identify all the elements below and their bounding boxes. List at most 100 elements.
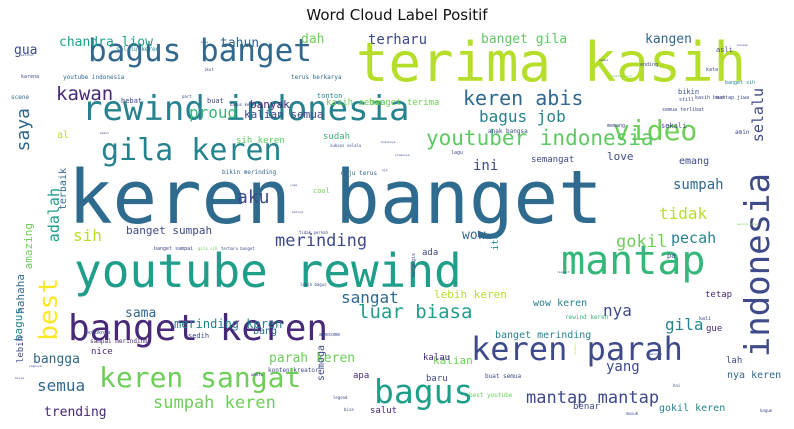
cloud-word: bagus — [374, 372, 474, 411]
cloud-word: keren abis — [463, 86, 584, 110]
cloud-word: buat — [207, 97, 224, 105]
cloud-word: terus berkarya — [291, 74, 342, 81]
cloud-word: miss — [201, 40, 209, 44]
cloud-word: kali — [699, 316, 712, 322]
cloud-word: waktu — [251, 372, 264, 377]
cloud-word: mantap mantap — [526, 388, 660, 408]
cloud-word: ada — [422, 248, 439, 258]
cloud-word: bikin merinding — [222, 169, 277, 176]
cloud-word: aja — [382, 168, 388, 172]
cloud-word: terbaik — [58, 168, 69, 211]
cloud-word: tahun — [220, 36, 260, 51]
cloud-word: videonya — [395, 153, 410, 157]
cloud-word: salut — [370, 406, 398, 416]
cloud-word: part — [182, 94, 192, 99]
cloud-word: merinding — [275, 231, 368, 251]
cloud-word: nya keren — [727, 370, 782, 381]
cloud-word: indonesia — [738, 173, 778, 358]
cloud-word: paling keren — [737, 222, 759, 226]
cloud-word: speechles — [646, 352, 663, 356]
cloud-word: tetap — [705, 290, 733, 300]
cloud-word: gokil keren — [659, 403, 726, 414]
cloud-word: wow keren — [533, 298, 588, 309]
cloud-word: lebih bagus — [300, 282, 327, 287]
cloud-word: terharu banget — [221, 246, 255, 251]
cloud-word: ending — [640, 62, 659, 68]
cloud-word: sangat — [341, 288, 399, 307]
cloud-word: sama — [125, 306, 157, 321]
cloud-word: lah — [726, 356, 743, 366]
cloud-word: video — [613, 114, 698, 147]
cloud-word: kangen — [645, 33, 692, 47]
cloud-word: amin — [735, 129, 750, 136]
cloud-word: maju terus — [341, 170, 378, 177]
cloud-word: masuk — [626, 411, 639, 416]
cloud-word: terharu — [368, 33, 428, 48]
cloud-word: kreatif — [573, 342, 577, 355]
cloud-word: juga — [290, 183, 298, 187]
cloud-word: konten kreator — [268, 367, 319, 374]
cloud-word: makin — [100, 131, 110, 135]
cloud-word: lagu — [451, 150, 464, 156]
cloud-word: gue — [706, 324, 723, 334]
cloud-word: lebih keren — [434, 288, 507, 301]
cloud-word: awesome — [319, 332, 341, 338]
cloud-word: gila — [665, 315, 704, 334]
cloud-word: selalu keren — [116, 46, 160, 53]
cloud-word: bikin — [678, 88, 700, 96]
cloud-word: kalau — [423, 353, 451, 363]
cloud-word: buat semua — [485, 373, 522, 380]
cloud-word: sudah — [323, 132, 351, 142]
cloud-word: banget terima — [369, 98, 440, 108]
cloud-word: banget sumpah — [126, 224, 213, 237]
cloud-word: bagus job — [479, 107, 566, 126]
cloud-word: youtube rewind — [74, 244, 462, 298]
cloud-word: karya — [15, 376, 25, 380]
cloud-word: amazing — [22, 223, 35, 270]
cloud-word: paling — [292, 210, 303, 214]
cloud-word: gila sih — [198, 246, 218, 251]
cloud-word: cool — [313, 187, 330, 195]
cloud-word: keren banget — [68, 155, 603, 241]
cloud-word: rewind indonesia — [82, 89, 410, 129]
cloud-word: nya — [603, 301, 632, 320]
cloud-word: kawan — [56, 83, 114, 105]
cloud-word: ini — [473, 158, 499, 174]
cloud-word: banyak — [250, 98, 290, 111]
cloud-word: love — [607, 150, 634, 163]
cloud-word: legend — [333, 395, 348, 400]
cloud-word: gila keren — [101, 133, 282, 168]
cloud-word: keren parah — [471, 330, 683, 368]
cloud-word: still — [679, 97, 695, 103]
cloud-word: bangga — [33, 352, 80, 367]
cloud-word: kasih semua — [326, 98, 386, 108]
cloud-word: karena — [21, 74, 40, 80]
cloud-word: menangis — [411, 253, 417, 278]
cloud-word: tidak — [659, 204, 708, 223]
cloud-word: sih keren — [236, 136, 285, 146]
cloud-word: tidak pernah — [299, 230, 328, 235]
cloud-word: emang — [679, 156, 710, 167]
cloud-word: keren sangat — [99, 361, 302, 394]
cloud-word: trending — [44, 405, 107, 419]
cloud-word: lagunya — [29, 364, 42, 368]
cloud-word: pecah — [671, 229, 717, 247]
cloud-word: semua — [599, 58, 609, 62]
cloud-word: banget sampai — [154, 246, 194, 252]
cloud-word: dah — [301, 33, 325, 47]
cloud-word: best — [34, 278, 64, 341]
cloud-word: youtuber indonesia — [426, 126, 654, 150]
cloud-word: rewind keren — [565, 314, 609, 321]
word-cloud: keren banget terima kasih youtube rewind ba… — [11, 33, 782, 419]
cloud-word: semua terlibat — [662, 107, 705, 113]
cloud-word: gokil — [616, 232, 668, 252]
cloud-word: nice — [91, 347, 113, 357]
cloud-word: kalian semua — [244, 108, 324, 121]
cloud-word: parah keren — [269, 351, 356, 366]
cloud-word: merinding keren — [174, 317, 283, 331]
cloud-word: ikut — [204, 67, 214, 72]
cloud-word: sukses selalu — [330, 143, 362, 148]
cloud-word: semoga — [316, 345, 327, 382]
cloud-word: bagus banget — [88, 33, 312, 69]
cloud-word: al — [57, 130, 70, 141]
